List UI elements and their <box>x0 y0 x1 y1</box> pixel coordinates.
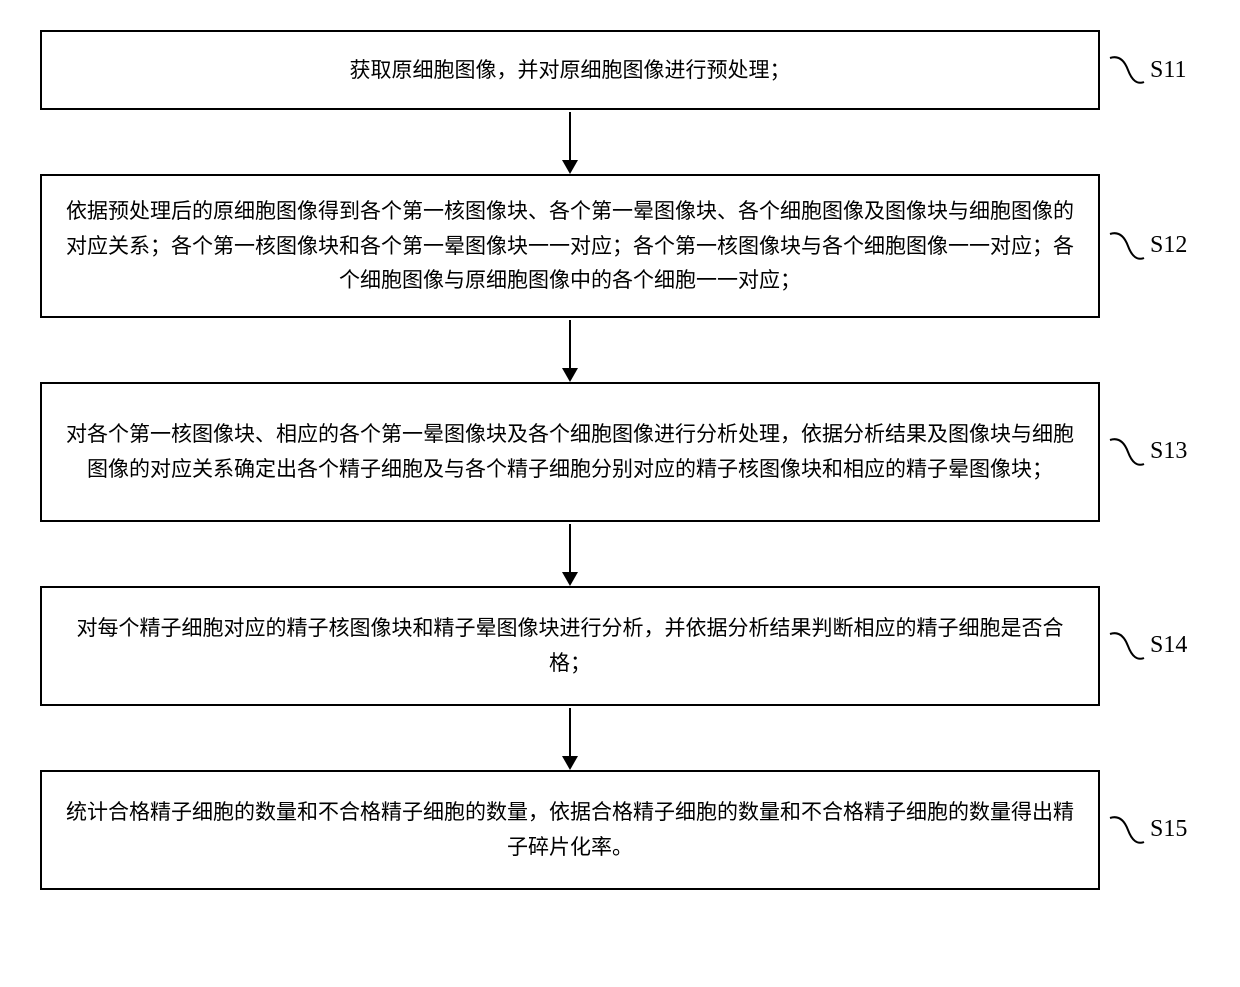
arrow-s11-s12 <box>569 112 571 172</box>
curve-connector-icon <box>1108 432 1146 472</box>
step-row-s14: 对每个精子细胞对应的精子核图像块和精子晕图像块进行分析，并依据分析结果判断相应的… <box>40 586 1200 706</box>
flowchart-container: 获取原细胞图像，并对原细胞图像进行预处理； S11 依据预处理后的原细胞图像得到… <box>40 30 1200 890</box>
curve-connector-icon <box>1108 810 1146 850</box>
step-text-s14: 对每个精子细胞对应的精子核图像块和精子晕图像块进行分析，并依据分析结果判断相应的… <box>66 611 1074 680</box>
curve-connector-icon <box>1108 50 1146 90</box>
step-label-s11: S11 <box>1150 57 1186 84</box>
step-text-s11: 获取原细胞图像，并对原细胞图像进行预处理； <box>350 53 791 88</box>
step-row-s12: 依据预处理后的原细胞图像得到各个第一核图像块、各个第一晕图像块、各个细胞图像及图… <box>40 174 1200 318</box>
step-label-s14: S14 <box>1150 632 1187 659</box>
step-box-s12: 依据预处理后的原细胞图像得到各个第一核图像块、各个第一晕图像块、各个细胞图像及图… <box>40 174 1100 318</box>
step-text-s13: 对各个第一核图像块、相应的各个第一晕图像块及各个细胞图像进行分析处理，依据分析结… <box>66 417 1074 486</box>
step-row-s13: 对各个第一核图像块、相应的各个第一晕图像块及各个细胞图像进行分析处理，依据分析结… <box>40 382 1200 522</box>
step-text-s15: 统计合格精子细胞的数量和不合格精子细胞的数量，依据合格精子细胞的数量和不合格精子… <box>66 795 1074 864</box>
step-box-s11: 获取原细胞图像，并对原细胞图像进行预处理； <box>40 30 1100 110</box>
arrow-s12-s13 <box>569 320 571 380</box>
step-label-wrap-s12: S12 <box>1108 226 1187 266</box>
step-row-s15: 统计合格精子细胞的数量和不合格精子细胞的数量，依据合格精子细胞的数量和不合格精子… <box>40 770 1200 890</box>
step-label-wrap-s15: S15 <box>1108 810 1187 850</box>
step-label-wrap-s13: S13 <box>1108 432 1187 472</box>
step-text-s12: 依据预处理后的原细胞图像得到各个第一核图像块、各个第一晕图像块、各个细胞图像及图… <box>66 194 1074 298</box>
step-box-s13: 对各个第一核图像块、相应的各个第一晕图像块及各个细胞图像进行分析处理，依据分析结… <box>40 382 1100 522</box>
curve-connector-icon <box>1108 226 1146 266</box>
arrow-s13-s14 <box>569 524 571 584</box>
step-label-wrap-s11: S11 <box>1108 50 1186 90</box>
step-label-wrap-s14: S14 <box>1108 626 1187 666</box>
arrow-s14-s15 <box>569 708 571 768</box>
curve-connector-icon <box>1108 626 1146 666</box>
step-label-s12: S12 <box>1150 232 1187 259</box>
step-label-s15: S15 <box>1150 816 1187 843</box>
step-box-s15: 统计合格精子细胞的数量和不合格精子细胞的数量，依据合格精子细胞的数量和不合格精子… <box>40 770 1100 890</box>
step-row-s11: 获取原细胞图像，并对原细胞图像进行预处理； S11 <box>40 30 1200 110</box>
step-box-s14: 对每个精子细胞对应的精子核图像块和精子晕图像块进行分析，并依据分析结果判断相应的… <box>40 586 1100 706</box>
step-label-s13: S13 <box>1150 438 1187 465</box>
